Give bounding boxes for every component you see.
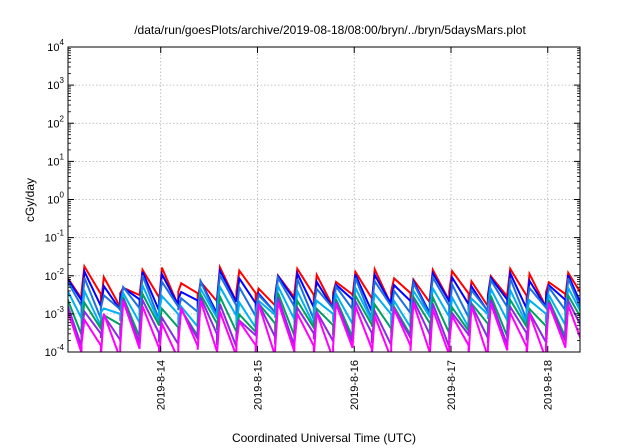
y-tick-label: 10-2 (45, 267, 65, 283)
y-axis: 10-4 10-3 10-2 10-1 100 101 102 103 104 (45, 38, 580, 359)
series-line (68, 300, 580, 352)
x-tick-label: 2019-8-15 (252, 360, 264, 410)
x-tick-label: 2019-8-18 (543, 360, 555, 410)
y-tick-label: 101 (47, 152, 64, 168)
y-tick-label: 104 (47, 38, 64, 54)
x-tick-label: 2019-8-14 (156, 360, 168, 410)
y-tick-label: 10-1 (45, 229, 65, 245)
y-tick-label: 10-4 (45, 343, 65, 359)
x-axis-label: Coordinated Universal Time (UTC) (232, 431, 416, 445)
x-tick-label: 2019-8-17 (446, 360, 458, 410)
y-tick-label: 10-3 (45, 305, 65, 321)
y-tick-label: 100 (47, 191, 64, 207)
chart-title: /data/run/goesPlots/archive/2019-08-18/0… (134, 23, 526, 37)
x-axis: 2019-8-14 2019-8-15 2019-8-16 2019-8-17 2019… (156, 47, 555, 410)
y-tick-label: 103 (47, 76, 64, 92)
y-axis-label: cGy/day (23, 178, 37, 222)
y-tick-label: 102 (47, 114, 64, 130)
x-tick-label: 2019-8-16 (349, 360, 361, 410)
grid (68, 47, 580, 352)
series-group (68, 263, 580, 352)
